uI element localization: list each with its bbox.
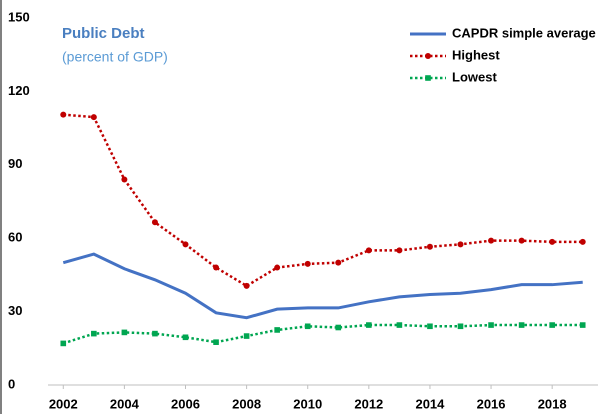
x-tick-label: 2004	[110, 396, 140, 411]
legend-marker	[425, 53, 431, 59]
data-point	[366, 322, 372, 328]
data-point	[182, 241, 189, 248]
y-tick-label: 60	[8, 230, 22, 245]
data-point	[396, 322, 403, 328]
y-tick-label: 120	[8, 83, 30, 98]
data-point	[396, 247, 403, 254]
data-point	[426, 243, 433, 250]
data-point	[579, 238, 586, 245]
chart-subtitle: (percent of GDP)	[62, 49, 168, 65]
data-point	[427, 323, 433, 330]
data-point	[579, 322, 586, 328]
data-point	[365, 247, 372, 254]
data-point	[151, 219, 158, 226]
y-tick-label: 0	[8, 376, 15, 391]
data-point	[121, 329, 128, 336]
data-point	[213, 339, 219, 345]
data-point	[60, 111, 67, 118]
data-point	[152, 330, 158, 337]
data-point	[274, 264, 281, 271]
data-point	[121, 176, 128, 183]
legend-label: Lowest	[452, 69, 497, 84]
data-point	[243, 333, 250, 339]
data-point	[90, 114, 97, 121]
data-point	[488, 322, 494, 328]
data-point	[549, 238, 556, 245]
y-tick-label: 90	[8, 156, 22, 171]
data-point	[304, 323, 311, 330]
legend-marker	[425, 75, 431, 81]
data-point	[304, 260, 311, 267]
data-point	[518, 237, 525, 244]
x-tick-label: 2014	[415, 396, 445, 411]
chart-title: Public Debt	[62, 25, 145, 42]
x-tick-label: 2010	[293, 396, 322, 411]
data-point	[91, 330, 97, 337]
data-point	[457, 241, 464, 248]
series-line	[62, 323, 583, 345]
x-tick-label: 2016	[477, 396, 506, 411]
data-point	[213, 264, 220, 271]
y-tick-label: 30	[8, 303, 22, 318]
x-tick-label: 2006	[171, 396, 200, 411]
series-line	[62, 252, 583, 320]
data-point	[243, 282, 250, 289]
x-tick-label: 2008	[232, 396, 261, 411]
y-tick-label: 150	[8, 9, 30, 24]
data-point	[274, 327, 280, 333]
x-tick-label: 2012	[354, 396, 383, 411]
data-point	[182, 334, 189, 341]
legend-label: CAPDR simple average	[452, 25, 596, 40]
series-line	[63, 113, 583, 288]
x-tick-label: 2018	[538, 396, 567, 411]
data-point	[518, 322, 525, 328]
data-point	[335, 259, 342, 266]
data-point	[60, 340, 67, 347]
x-tick-label: 2002	[49, 396, 78, 411]
data-point	[488, 237, 495, 244]
data-point	[335, 324, 342, 331]
legend-label: Highest	[452, 47, 500, 62]
data-point	[549, 322, 555, 328]
data-point	[457, 323, 464, 330]
